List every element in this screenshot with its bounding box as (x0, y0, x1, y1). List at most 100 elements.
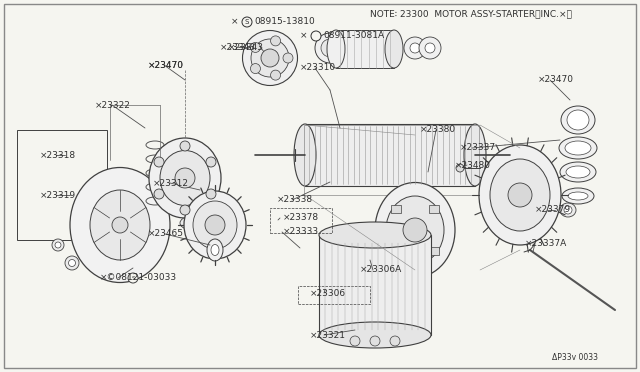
Text: ×23333: ×23333 (283, 228, 319, 237)
Circle shape (370, 336, 380, 346)
Ellipse shape (567, 110, 589, 130)
Ellipse shape (565, 141, 591, 155)
Ellipse shape (560, 203, 576, 217)
Text: ×23319: ×23319 (40, 190, 76, 199)
Ellipse shape (413, 280, 428, 290)
Circle shape (564, 206, 572, 214)
Ellipse shape (68, 260, 76, 266)
Ellipse shape (90, 190, 150, 260)
Circle shape (311, 31, 321, 41)
Circle shape (112, 217, 128, 233)
Ellipse shape (404, 37, 426, 59)
Circle shape (205, 215, 225, 235)
Bar (304, 125, 479, 195)
Text: ×23318: ×23318 (40, 151, 76, 160)
Bar (17, 130, 107, 240)
Text: ×23470: ×23470 (148, 61, 184, 70)
Ellipse shape (385, 30, 403, 68)
Circle shape (403, 218, 427, 242)
Ellipse shape (562, 188, 594, 204)
Text: ×23470: ×23470 (538, 76, 574, 84)
Ellipse shape (410, 43, 420, 53)
Circle shape (283, 53, 293, 63)
Ellipse shape (207, 239, 223, 261)
Circle shape (154, 189, 164, 199)
Ellipse shape (52, 239, 64, 251)
Bar (391, 205, 401, 213)
Text: ×23380: ×23380 (420, 125, 456, 135)
Ellipse shape (464, 124, 486, 186)
Circle shape (456, 164, 464, 172)
Text: NOTE∶ 23300  MOTOR ASSY-STARTER（INC.×）: NOTE∶ 23300 MOTOR ASSY-STARTER（INC.×） (370, 10, 572, 19)
Circle shape (180, 205, 190, 215)
Text: 08911-3081A: 08911-3081A (323, 32, 384, 41)
Circle shape (508, 183, 532, 207)
Ellipse shape (566, 166, 590, 178)
Ellipse shape (375, 183, 455, 278)
Circle shape (154, 157, 164, 167)
Text: S: S (245, 19, 249, 25)
Bar (305, 124, 475, 186)
Ellipse shape (321, 39, 339, 57)
Text: S: S (131, 276, 135, 280)
Circle shape (390, 336, 400, 346)
Ellipse shape (193, 201, 237, 249)
Ellipse shape (327, 30, 345, 68)
Ellipse shape (560, 162, 596, 182)
Ellipse shape (149, 138, 221, 218)
Ellipse shape (386, 196, 444, 264)
Bar (270, 208, 332, 233)
Ellipse shape (251, 39, 289, 77)
Bar (429, 205, 439, 213)
Text: ×23343: ×23343 (220, 42, 256, 51)
Text: ×23312: ×23312 (153, 179, 189, 187)
Text: ×: × (230, 17, 238, 26)
Text: ×23337A: ×23337A (525, 238, 567, 247)
Text: ×23470: ×23470 (148, 61, 184, 70)
Bar (429, 247, 439, 255)
Ellipse shape (180, 217, 198, 229)
Ellipse shape (70, 167, 170, 282)
Circle shape (250, 42, 260, 52)
Text: ×23322: ×23322 (95, 100, 131, 109)
Ellipse shape (425, 43, 435, 53)
Text: ×23465: ×23465 (148, 230, 184, 238)
Circle shape (271, 70, 280, 80)
Ellipse shape (319, 222, 431, 248)
Text: ×23310: ×23310 (300, 64, 336, 73)
Text: ×23321: ×23321 (310, 330, 346, 340)
Circle shape (206, 157, 216, 167)
Bar (319, 235, 431, 335)
Circle shape (242, 17, 252, 27)
Text: ×©08121-03033: ×©08121-03033 (100, 273, 177, 282)
Bar (298, 286, 370, 304)
Text: 08915-13810: 08915-13810 (254, 17, 315, 26)
Ellipse shape (160, 151, 210, 205)
Text: ×23343: ×23343 (228, 42, 264, 51)
Ellipse shape (479, 145, 561, 245)
Circle shape (350, 336, 360, 346)
Text: ×23337: ×23337 (460, 144, 496, 153)
Text: ΔP33v 0033: ΔP33v 0033 (552, 353, 598, 362)
Ellipse shape (211, 244, 219, 256)
Circle shape (261, 49, 279, 67)
Ellipse shape (243, 31, 298, 86)
Circle shape (271, 36, 280, 46)
Ellipse shape (490, 159, 550, 231)
Ellipse shape (319, 322, 431, 348)
Text: ×23379: ×23379 (535, 205, 571, 215)
Circle shape (175, 168, 195, 188)
Circle shape (250, 64, 260, 74)
Ellipse shape (184, 191, 246, 259)
Ellipse shape (315, 33, 345, 63)
Ellipse shape (561, 106, 595, 134)
Ellipse shape (65, 256, 79, 270)
Ellipse shape (55, 242, 61, 248)
Ellipse shape (568, 192, 588, 200)
Text: ×23306: ×23306 (310, 289, 346, 298)
Circle shape (180, 141, 190, 151)
Ellipse shape (559, 137, 597, 159)
Text: ×23306A: ×23306A (360, 266, 403, 275)
Bar (391, 247, 401, 255)
Text: ×: × (300, 32, 307, 41)
